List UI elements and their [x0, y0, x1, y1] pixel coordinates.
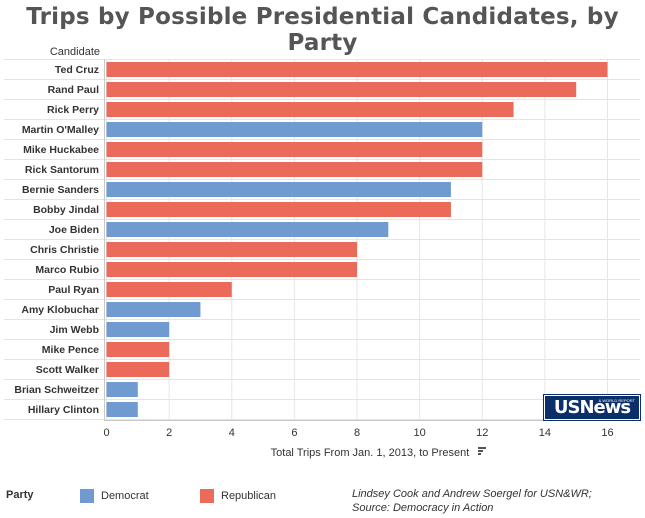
sort-descending-icon[interactable]	[478, 447, 486, 455]
category-label: Brian Schweitzer	[14, 384, 99, 396]
legend-label-democrat: Democrat	[101, 490, 149, 502]
bar	[106, 262, 357, 277]
bar	[106, 382, 138, 397]
x-tick-label: 2	[166, 427, 172, 439]
bar	[106, 142, 483, 157]
bar	[106, 242, 357, 257]
bar	[106, 82, 577, 97]
category-label: Joe Biden	[49, 224, 99, 236]
bar	[106, 122, 483, 137]
bar	[106, 202, 451, 217]
category-label: Rick Santorum	[25, 164, 99, 176]
x-tick-label: 0	[103, 427, 109, 439]
bar	[106, 282, 232, 297]
chart-title: Trips by Possible Presidential Candidate…	[26, 4, 619, 56]
category-label: Rick Perry	[47, 104, 99, 116]
category-label: Scott Walker	[36, 364, 99, 376]
bar	[106, 62, 608, 77]
category-label: Hillary Clinton	[28, 404, 99, 416]
bar	[106, 182, 451, 197]
credit-source: Source: Democracy in Action	[352, 502, 494, 514]
bar	[106, 342, 170, 357]
x-axis-label: Total Trips From Jan. 1, 2013, to Presen…	[271, 447, 470, 459]
legend-item-democrat[interactable]: Democrat	[80, 489, 149, 503]
category-label: Martin O'Malley	[22, 124, 99, 136]
category-label: Bernie Sanders	[22, 184, 99, 196]
bar-chart: Candidate Ted Cruz Rand Paul Rick Perry Mart…	[4, 46, 640, 459]
x-tick-label: 16	[601, 427, 613, 439]
bar	[106, 322, 170, 337]
category-label: Bobby Jindal	[33, 204, 99, 216]
category-label: Marco Rubio	[35, 264, 99, 276]
x-tick-label: 12	[476, 427, 488, 439]
legend-swatch-republican	[200, 489, 214, 503]
legend-title: Party	[6, 489, 34, 501]
category-label: Mike Pence	[42, 344, 99, 356]
credit-text: Lindsey Cook and Andrew Soergel for USN&…	[352, 487, 592, 515]
x-tick-label: 14	[539, 427, 551, 439]
x-tick-label: 10	[414, 427, 426, 439]
usnews-logo-subtext: & WORLD REPORT	[598, 398, 635, 403]
x-tick-label: 8	[354, 427, 360, 439]
credit-authors: Lindsey Cook and Andrew Soergel for USN&…	[352, 488, 592, 500]
category-label: Amy Klobuchar	[21, 304, 99, 316]
bar	[106, 102, 514, 117]
bar	[106, 362, 170, 377]
x-tick-label: 6	[291, 427, 297, 439]
bar	[106, 302, 201, 317]
category-label: Ted Cruz	[55, 64, 99, 76]
category-label: Jim Webb	[50, 324, 99, 336]
x-tick-label: 4	[229, 427, 235, 439]
legend-label-republican: Republican	[221, 490, 277, 502]
bar	[106, 222, 389, 237]
category-label: Mike Huckabee	[23, 144, 99, 156]
bar	[106, 402, 138, 417]
usnews-logo-text: USNews	[553, 397, 631, 418]
category-label: Paul Ryan	[48, 284, 99, 296]
category-header: Candidate	[50, 46, 100, 58]
legend-swatch-democrat	[80, 489, 94, 503]
category-label: Rand Paul	[48, 84, 99, 96]
legend-item-republican[interactable]: Republican	[200, 489, 276, 503]
usnews-logo: USNews & WORLD REPORT	[543, 394, 641, 421]
bar	[106, 162, 483, 177]
category-label: Chris Christie	[30, 244, 99, 256]
